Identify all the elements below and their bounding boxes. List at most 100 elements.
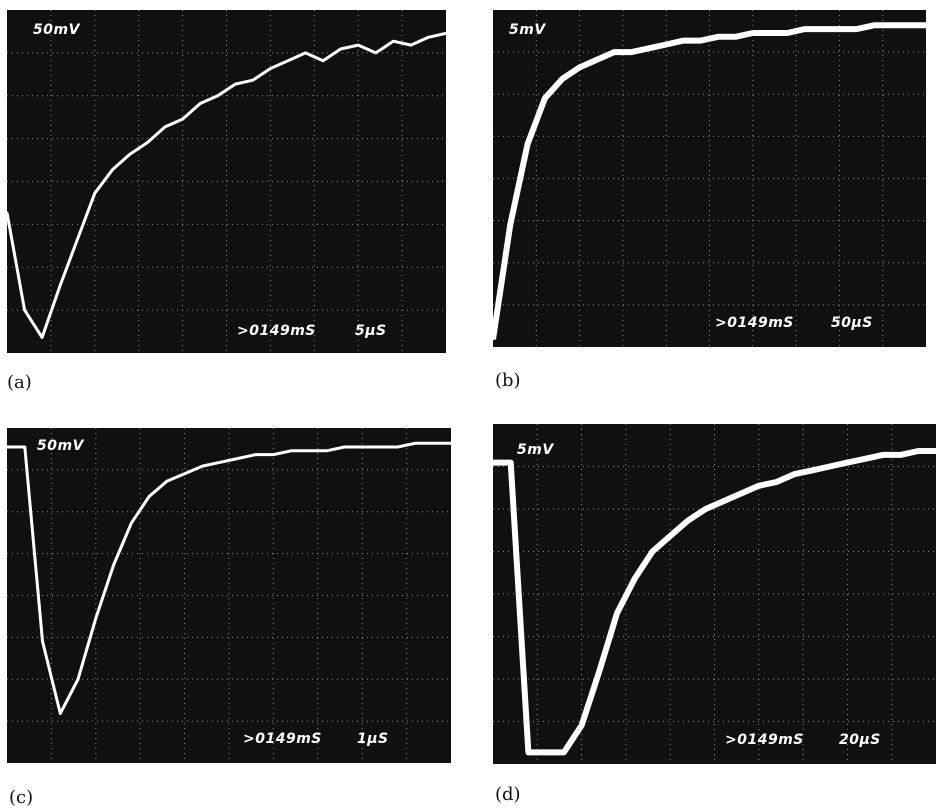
trace-point [343, 445, 346, 449]
trace-point [580, 724, 583, 727]
scope-screen-c: 50mV >0149mS 1μS [7, 428, 451, 763]
trace-point [768, 31, 772, 35]
trace-point [147, 495, 151, 498]
trace-plot-d [493, 424, 936, 764]
trace-point [846, 461, 849, 464]
trace-point [414, 442, 417, 445]
scope-screen-a: 50mV >0149mS 5μS [7, 10, 446, 353]
trace-point [578, 66, 581, 69]
trace-point [183, 472, 186, 475]
trace-point [509, 461, 512, 464]
trace-point [917, 449, 920, 453]
trace-point [41, 640, 44, 643]
trace-point [699, 39, 702, 42]
trace-point [838, 27, 841, 31]
trace-point [881, 453, 884, 457]
trace-point [722, 500, 725, 503]
trace-point [130, 522, 133, 525]
volts-per-div-label: 5mV [517, 442, 554, 458]
trace-point [201, 464, 204, 468]
trace-point [236, 457, 240, 460]
delay-readout: >0149mS [725, 732, 804, 748]
trace-point [665, 43, 668, 46]
trace-point [307, 449, 311, 452]
trace-point [23, 308, 26, 312]
trace-point [269, 67, 272, 70]
panel-caption: (a) [7, 372, 32, 393]
trace-point [647, 47, 651, 50]
trace-point [76, 238, 79, 242]
trace-point [111, 168, 114, 171]
trace-point [924, 24, 926, 27]
trace-point [630, 50, 633, 54]
trace-point [595, 58, 599, 61]
trace-point [704, 507, 707, 511]
trace-point [449, 442, 451, 445]
trace-point [427, 36, 430, 39]
trace-point [863, 457, 867, 460]
trace-point [562, 751, 566, 754]
trace-point [7, 211, 9, 214]
signal-trace [7, 441, 451, 715]
trace-point [254, 453, 257, 456]
trace-point [218, 461, 222, 464]
trace-point [545, 751, 548, 754]
trace-point [251, 79, 254, 82]
trace-point [321, 59, 325, 62]
delay-readout: >0149mS [715, 315, 794, 331]
trace-point [234, 82, 237, 86]
panel-caption: (c) [9, 787, 34, 808]
trace-point [361, 445, 364, 449]
volts-per-div-label: 5mV [509, 22, 546, 38]
trace-point [651, 550, 654, 553]
scope-screen-d: 5mV >0149mS 20μS [493, 424, 936, 764]
trace-point [290, 449, 293, 452]
trace-point [7, 445, 9, 449]
trace-point [94, 617, 98, 620]
time-per-div-label: 1μS [357, 731, 389, 747]
scope-screen-b: 5mV >0149mS 50μS [493, 10, 926, 347]
time-per-div-label: 20μS [839, 732, 881, 748]
trace-plot-a [7, 10, 446, 353]
trace-point [181, 117, 184, 121]
trace-point [325, 449, 328, 452]
delay-readout: >0149mS [237, 323, 316, 339]
trace-point [633, 577, 636, 580]
trace-point [165, 480, 168, 483]
trace-point [598, 670, 601, 673]
trace-point [23, 445, 26, 449]
trace-point [112, 563, 115, 567]
trace-point [669, 534, 672, 538]
trace-point [216, 94, 219, 98]
trace-point [734, 35, 737, 38]
trace-point [146, 141, 149, 144]
trace-point [527, 751, 530, 754]
delay-readout: >0149mS [243, 731, 322, 747]
panel-caption: (b) [495, 370, 521, 391]
trace-point [163, 125, 167, 129]
signal-trace [7, 31, 446, 339]
trace-point [493, 338, 495, 341]
trace-point [58, 285, 61, 288]
volts-per-div-label: 50mV [33, 22, 80, 38]
trace-point [615, 612, 619, 615]
trace-point [751, 31, 754, 35]
trace-point [378, 445, 382, 449]
trace-point [432, 442, 435, 445]
trace-point [272, 453, 275, 456]
trace-point [899, 453, 902, 457]
trace-point [509, 223, 512, 226]
trace-point [93, 192, 97, 195]
trace-point [803, 27, 806, 31]
time-per-div-label: 50μS [831, 315, 873, 331]
trace-point [59, 712, 62, 715]
time-per-div-label: 5μS [355, 323, 387, 339]
trace-point [526, 142, 529, 146]
trace-point [828, 465, 831, 468]
trace-point [396, 445, 399, 449]
trace-point [392, 40, 395, 43]
trace-point [682, 39, 685, 42]
trace-point [872, 24, 876, 27]
trace-plot-c [7, 428, 451, 763]
trace-point [907, 24, 910, 27]
